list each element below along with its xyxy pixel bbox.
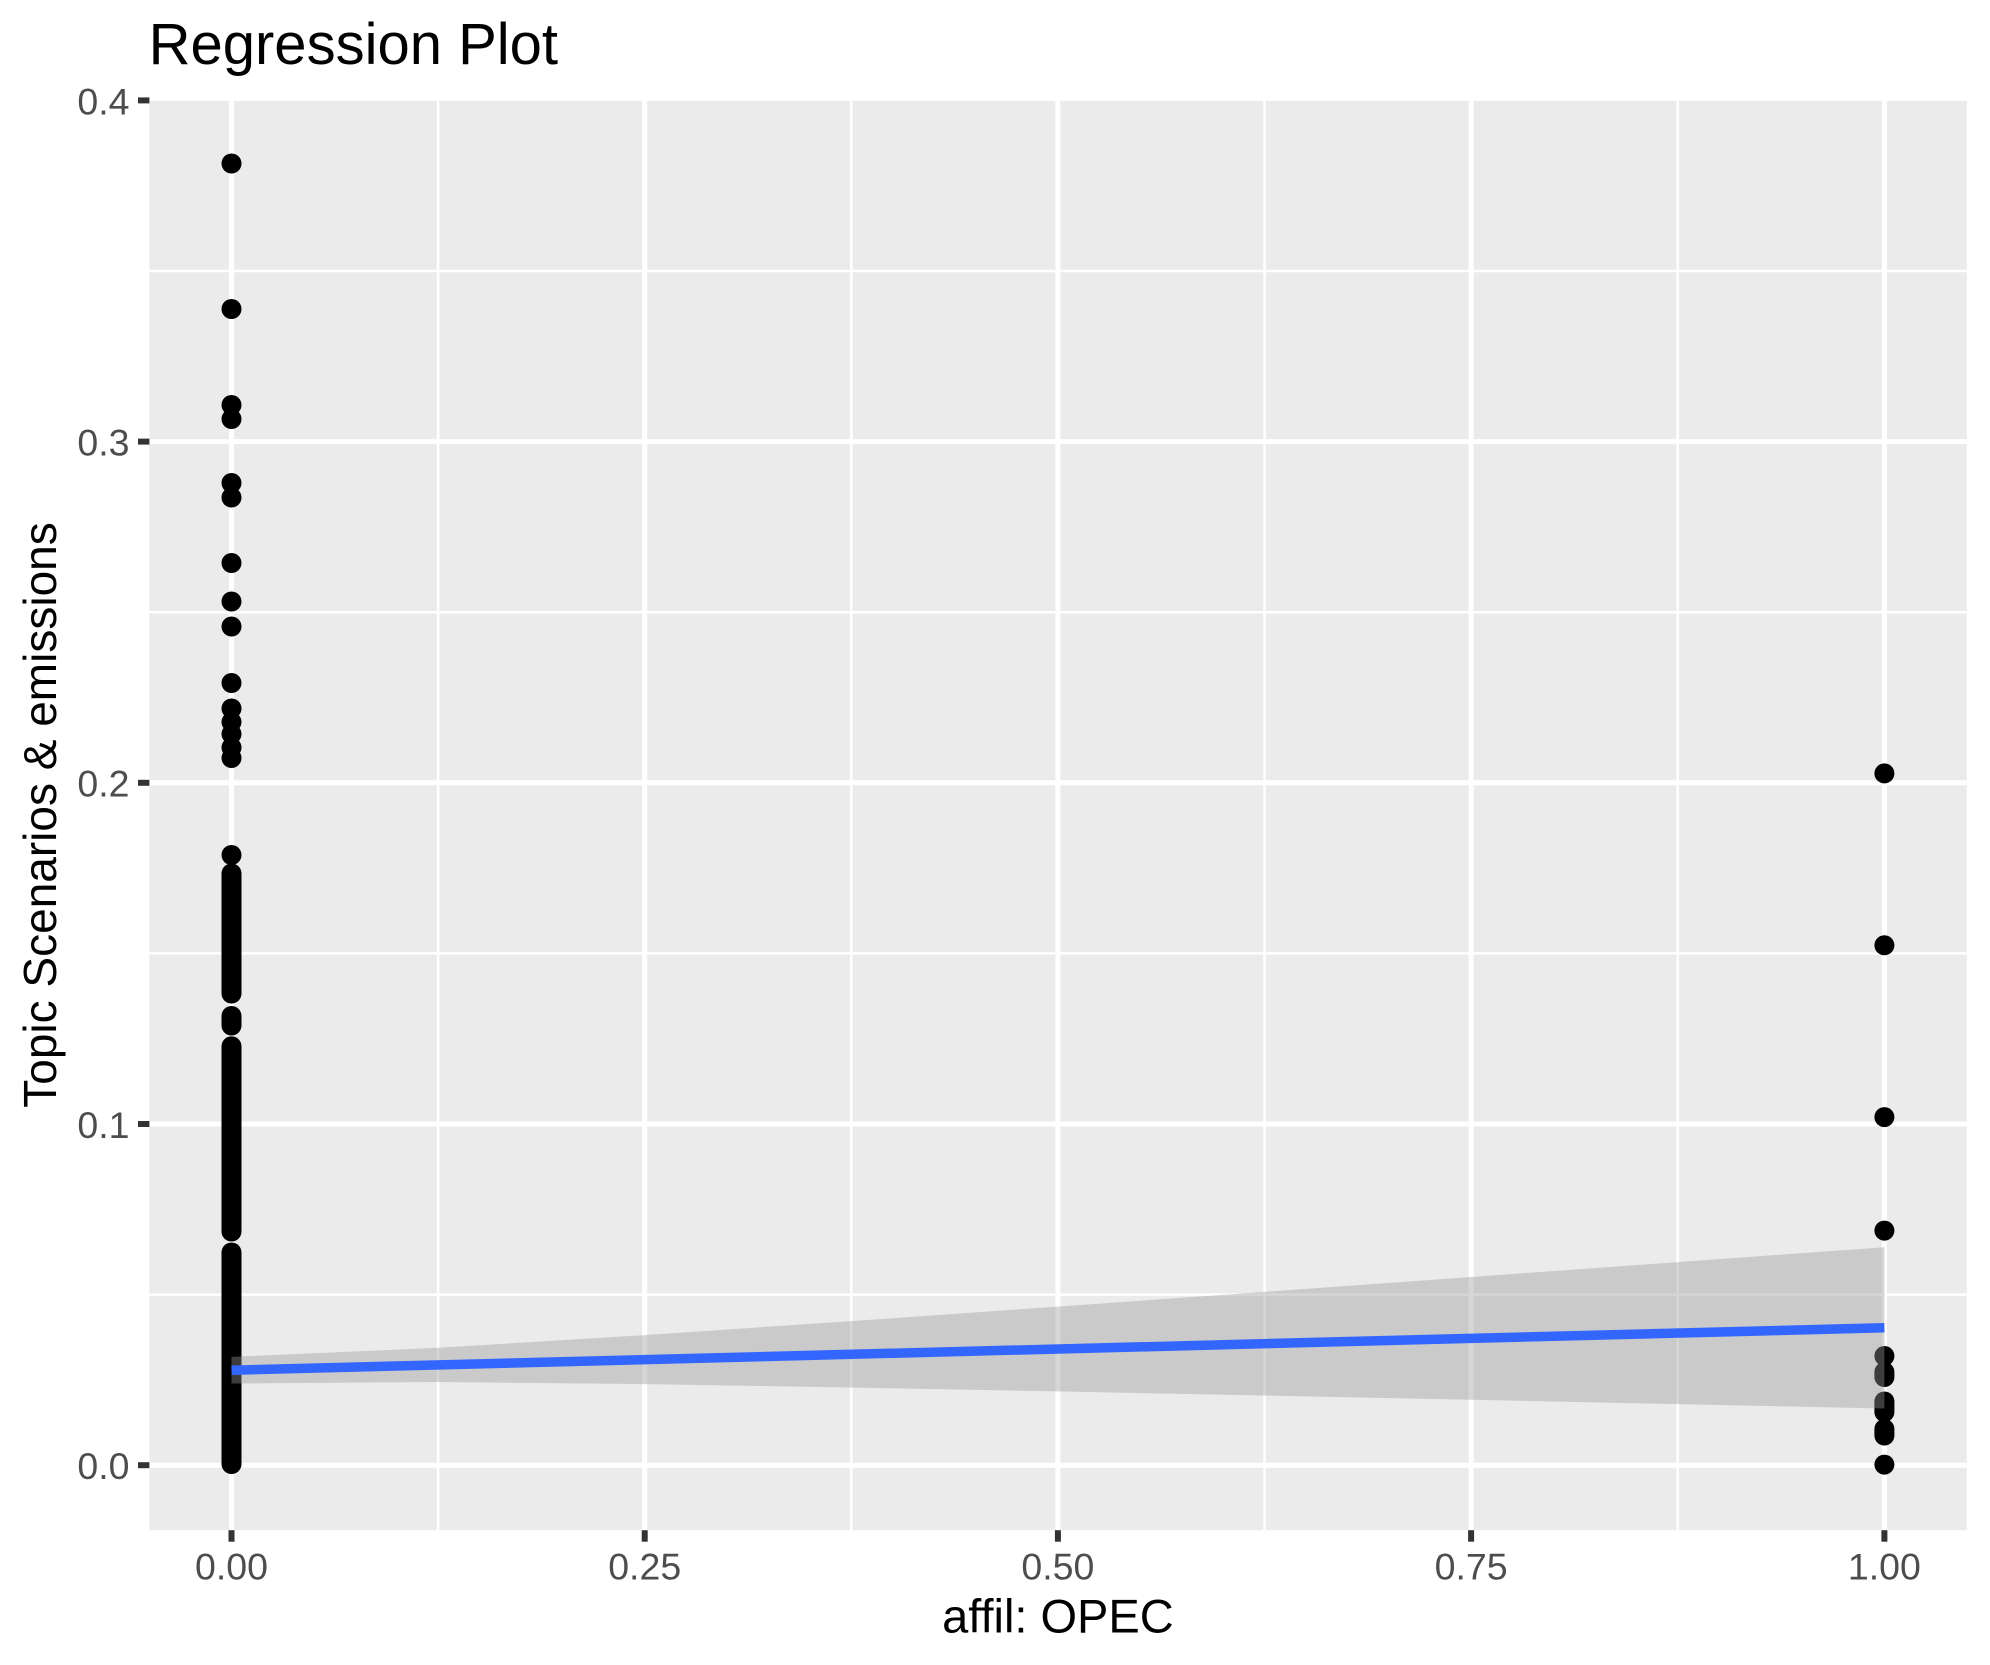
svg-text:0.3: 0.3 xyxy=(77,422,129,464)
svg-text:0.00: 0.00 xyxy=(195,1545,268,1587)
svg-text:Regression Plot: Regression Plot xyxy=(149,12,558,77)
svg-text:0.50: 0.50 xyxy=(1021,1545,1094,1587)
svg-text:0.0: 0.0 xyxy=(77,1445,129,1487)
svg-text:0.1: 0.1 xyxy=(77,1104,129,1146)
svg-text:affil: OPEC: affil: OPEC xyxy=(942,1590,1174,1643)
svg-text:0.2: 0.2 xyxy=(77,763,129,805)
svg-text:0.25: 0.25 xyxy=(608,1545,681,1587)
svg-text:1.00: 1.00 xyxy=(1848,1545,1921,1587)
svg-text:0.4: 0.4 xyxy=(77,80,129,122)
svg-text:Topic Scenarios & emissions: Topic Scenarios & emissions xyxy=(14,522,66,1107)
svg-text:0.75: 0.75 xyxy=(1435,1545,1508,1587)
